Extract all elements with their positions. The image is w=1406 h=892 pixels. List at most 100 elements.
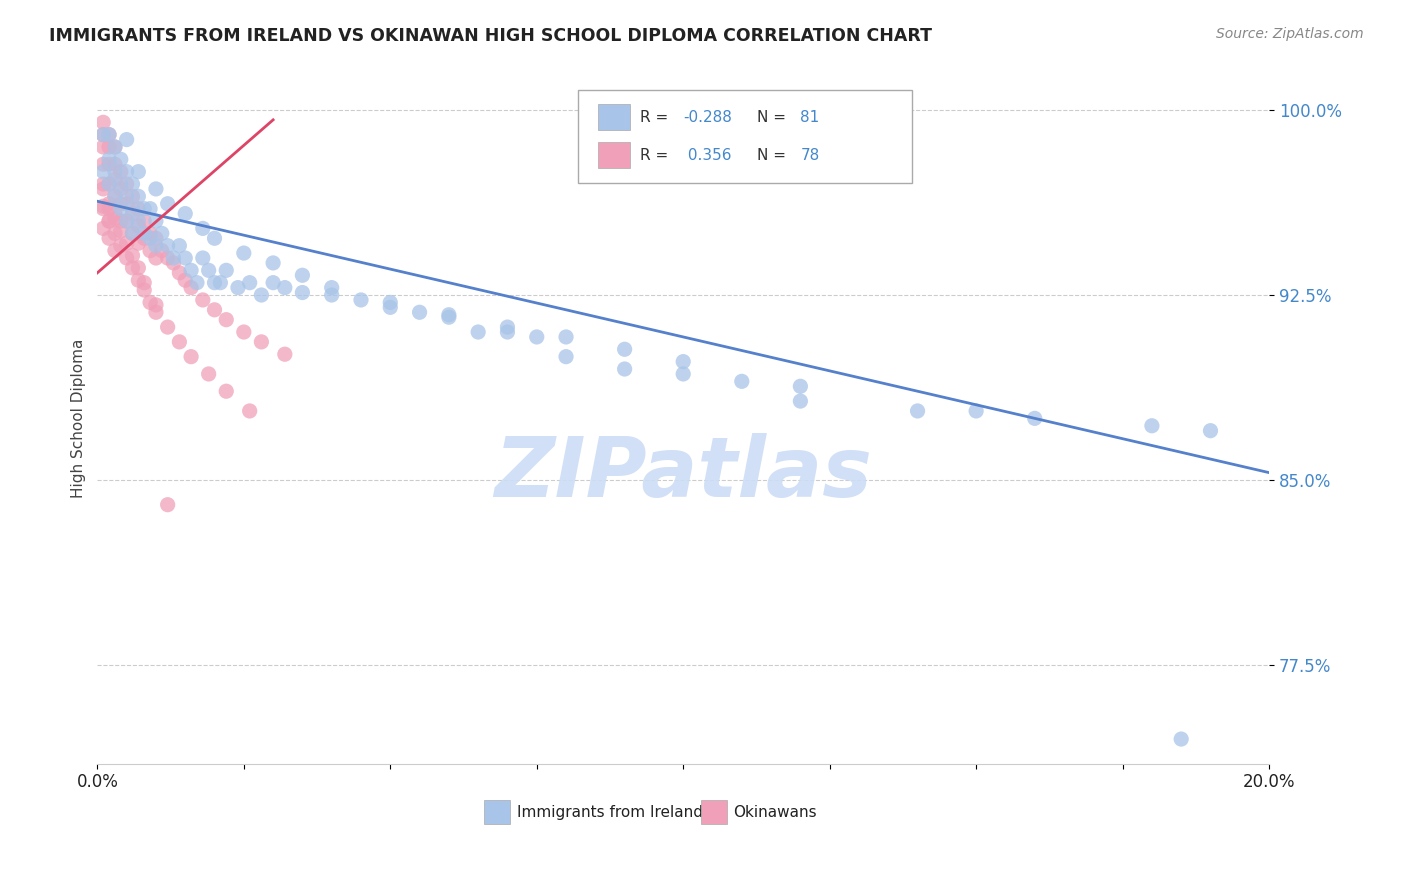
Text: 78: 78	[800, 148, 820, 162]
Point	[110, 177, 132, 191]
Point	[169, 238, 191, 252]
Point	[91, 202, 114, 216]
Point	[91, 164, 114, 178]
Text: Immigrants from Ireland: Immigrants from Ireland	[517, 805, 703, 820]
Point	[274, 280, 297, 294]
Point	[169, 266, 191, 280]
Point	[613, 343, 636, 357]
Point	[496, 320, 519, 334]
Point	[91, 128, 114, 142]
Point	[115, 236, 138, 251]
Point	[139, 231, 162, 245]
Point	[215, 312, 238, 326]
Point	[145, 182, 167, 196]
Text: -0.288: -0.288	[683, 110, 733, 125]
Text: 0.356: 0.356	[683, 148, 731, 162]
Point	[191, 251, 214, 265]
Point	[127, 202, 149, 216]
Point	[139, 227, 162, 241]
Point	[145, 214, 167, 228]
Point	[555, 330, 578, 344]
Point	[110, 182, 132, 196]
Point	[104, 189, 127, 203]
Point	[555, 350, 578, 364]
Point	[98, 128, 121, 142]
Point	[104, 140, 127, 154]
Point	[127, 236, 149, 251]
Point	[209, 276, 232, 290]
Point	[162, 251, 184, 265]
Point	[110, 238, 132, 252]
Y-axis label: High School Diploma: High School Diploma	[72, 339, 86, 498]
Point	[98, 153, 121, 167]
Point	[91, 128, 114, 142]
Point	[1140, 418, 1163, 433]
Point	[1199, 424, 1222, 438]
Text: N =: N =	[756, 148, 792, 162]
Point	[115, 164, 138, 178]
Point	[672, 367, 695, 381]
Point	[134, 227, 156, 241]
Point	[121, 227, 143, 241]
Point	[115, 196, 138, 211]
Point	[91, 140, 114, 154]
Point	[215, 384, 238, 399]
Text: IMMIGRANTS FROM IRELAND VS OKINAWAN HIGH SCHOOL DIPLOMA CORRELATION CHART: IMMIGRANTS FROM IRELAND VS OKINAWAN HIGH…	[49, 27, 932, 45]
Point	[250, 288, 273, 302]
Point	[467, 325, 489, 339]
Point	[204, 276, 226, 290]
Text: 81: 81	[800, 110, 820, 125]
Point	[98, 214, 121, 228]
FancyBboxPatch shape	[700, 800, 727, 824]
Point	[380, 295, 402, 310]
Point	[437, 308, 460, 322]
Point	[197, 263, 219, 277]
Point	[145, 231, 167, 245]
Text: Source: ZipAtlas.com: Source: ZipAtlas.com	[1216, 27, 1364, 41]
Point	[239, 404, 262, 418]
Point	[98, 128, 121, 142]
Point	[127, 214, 149, 228]
Point	[174, 273, 197, 287]
Point	[121, 260, 143, 275]
Point	[156, 238, 179, 252]
Point	[115, 251, 138, 265]
Point	[91, 157, 114, 171]
Point	[156, 498, 179, 512]
Point	[232, 325, 254, 339]
Point	[104, 157, 127, 171]
Point	[134, 231, 156, 245]
Point	[110, 202, 132, 216]
Point	[115, 177, 138, 191]
Point	[526, 330, 548, 344]
Point	[98, 202, 121, 216]
Point	[186, 276, 208, 290]
Point	[197, 367, 219, 381]
Point	[110, 164, 132, 178]
Point	[174, 206, 197, 220]
Point	[104, 164, 127, 178]
Point	[134, 214, 156, 228]
Point	[1170, 732, 1192, 747]
Point	[145, 238, 167, 252]
Point	[134, 283, 156, 297]
Point	[731, 375, 754, 389]
Point	[104, 244, 127, 258]
Point	[121, 189, 143, 203]
Point	[150, 244, 173, 258]
Point	[180, 280, 202, 294]
Point	[98, 214, 121, 228]
Point	[180, 350, 202, 364]
Point	[127, 260, 149, 275]
Point	[672, 354, 695, 368]
Point	[98, 140, 121, 154]
Point	[139, 295, 162, 310]
Point	[437, 310, 460, 325]
Point	[139, 202, 162, 216]
Point	[262, 276, 284, 290]
Point	[121, 177, 143, 191]
Point	[110, 224, 132, 238]
Point	[180, 263, 202, 277]
Point	[98, 157, 121, 171]
Point	[291, 268, 314, 283]
